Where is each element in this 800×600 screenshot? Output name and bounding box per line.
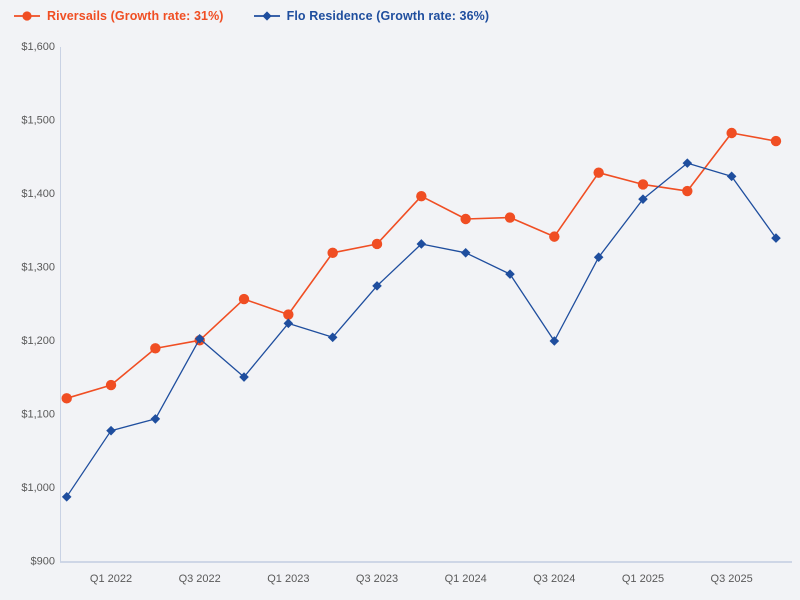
flo-residence-data-point[interactable]	[372, 281, 382, 291]
flo-residence-legend-marker-icon	[253, 9, 280, 23]
chart-legend: Riversails (Growth rate: 31%) Flo Reside…	[14, 9, 489, 23]
flo-residence-data-point[interactable]	[239, 372, 249, 382]
riversails-data-point[interactable]	[105, 379, 117, 391]
riversails-data-point[interactable]	[416, 191, 427, 202]
flo-residence-data-point[interactable]	[61, 492, 72, 502]
flo-residence-data-point[interactable]	[194, 333, 205, 344]
riversails-data-point[interactable]	[637, 179, 649, 190]
riversails-series-line	[66, 132, 777, 400]
riversails-data-point[interactable]	[726, 127, 737, 139]
riversails-data-point[interactable]	[371, 238, 383, 250]
x-axis-tick-label: Q3 2025	[711, 573, 753, 585]
flo-residence-data-point[interactable]	[106, 425, 116, 436]
flo-residence-data-point[interactable]	[682, 158, 693, 168]
riversails-data-point[interactable]	[770, 135, 782, 147]
y-axis-tick-label: $1,500	[21, 115, 55, 127]
riversails-legend-marker-icon	[14, 9, 40, 23]
riversails-data-point[interactable]	[283, 309, 294, 320]
x-axis-tick-label: Q1 2023	[267, 573, 309, 585]
legend-item-flo-residence[interactable]: Flo Residence (Growth rate: 36%)	[253, 9, 490, 23]
x-axis-tick-label: Q1 2025	[622, 573, 664, 585]
flo-residence-data-point[interactable]	[549, 336, 560, 346]
y-axis-tick-label: $1,300	[21, 262, 55, 274]
riversails-data-point[interactable]	[150, 343, 161, 354]
flo-residence-data-point[interactable]	[416, 239, 427, 249]
flo-residence-data-point[interactable]	[505, 269, 515, 279]
flo-residence-data-point[interactable]	[726, 171, 737, 182]
legend-item-riversails[interactable]: Riversails (Growth rate: 31%)	[14, 9, 224, 23]
riversails-data-point[interactable]	[460, 213, 471, 225]
flo-residence-legend-label: Flo Residence (Growth rate: 36%)	[286, 9, 490, 23]
x-axis-tick-label: Q3 2023	[356, 573, 398, 585]
x-axis-tick-label: Q3 2022	[179, 573, 221, 585]
flo-residence-data-point[interactable]	[638, 194, 648, 204]
riversails-data-point[interactable]	[504, 212, 516, 223]
flo-residence-data-point[interactable]	[327, 332, 338, 343]
x-axis-tick-label: Q1 2024	[445, 573, 487, 585]
riversails-data-point[interactable]	[593, 167, 604, 178]
y-axis-tick-label: $900	[31, 556, 55, 568]
y-axis-tick-label: $1,400	[21, 188, 55, 200]
riversails-data-point[interactable]	[327, 247, 338, 258]
riversails-data-point[interactable]	[238, 293, 250, 305]
flo-residence-data-point[interactable]	[593, 252, 604, 263]
riversails-legend-label: Riversails (Growth rate: 31%)	[47, 9, 224, 23]
riversails-data-point[interactable]	[549, 231, 560, 242]
x-axis-tick-label: Q3 2024	[533, 573, 575, 585]
flo-residence-data-point[interactable]	[150, 414, 161, 424]
y-axis-tick-label: $1,100	[21, 409, 55, 421]
flo-residence-data-point[interactable]	[771, 233, 781, 243]
flo-residence-series-line	[66, 162, 777, 498]
riversails-data-point[interactable]	[61, 393, 72, 404]
y-axis-tick-label: $1,000	[21, 482, 55, 494]
x-axis-tick-label: Q1 2022	[90, 573, 132, 585]
riversails-data-point[interactable]	[682, 185, 693, 197]
flo-residence-data-point[interactable]	[283, 318, 294, 329]
flo-residence-data-point[interactable]	[460, 248, 471, 258]
y-axis-tick-label: $1,600	[21, 41, 55, 53]
y-axis-tick-label: $1,200	[21, 335, 55, 347]
